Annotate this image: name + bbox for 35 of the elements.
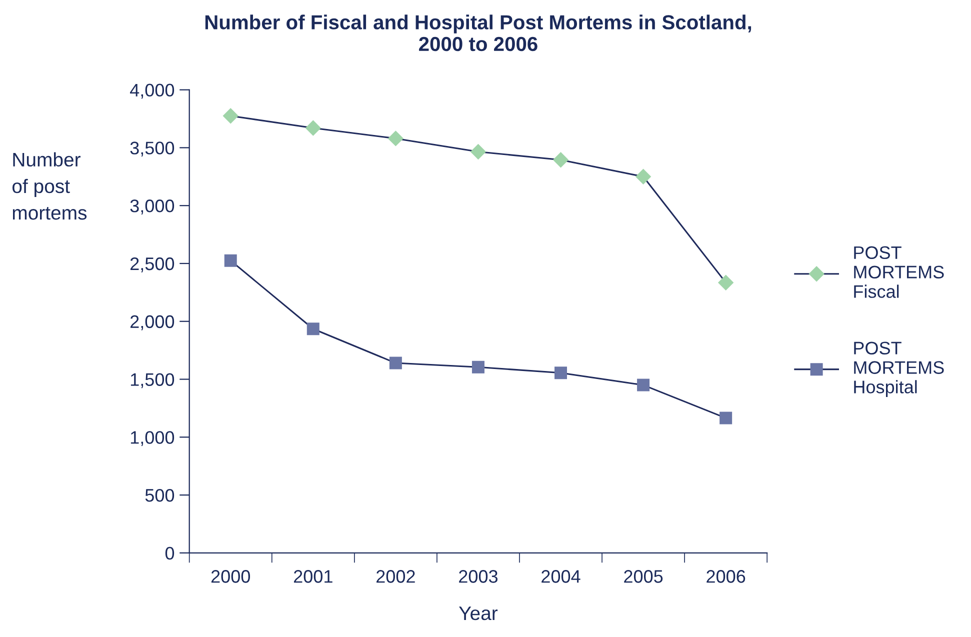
x-axis-title: Year <box>459 606 498 620</box>
point <box>306 322 320 336</box>
point <box>636 169 651 184</box>
point <box>223 108 238 124</box>
y-tick-label: 2,000 <box>130 315 174 330</box>
point <box>720 412 732 424</box>
point <box>472 360 484 374</box>
y-tick-label: 3,500 <box>130 142 174 157</box>
point <box>306 120 321 136</box>
y-tick-label: 1,500 <box>130 373 174 388</box>
point <box>389 356 402 370</box>
chart-title: Number of Fiscal and Hospital Post Mortems in Scotland, 2000 to 2006 <box>205 14 752 52</box>
x-tick-label: 2006 <box>706 570 746 583</box>
point <box>388 130 404 146</box>
y-tick-label: 500 <box>145 488 174 502</box>
y-tick-label: 3,000 <box>130 200 174 214</box>
point <box>470 144 486 160</box>
x-tick-label: 2002 <box>376 570 415 583</box>
legend-label: POST MORTEMS Hospital <box>854 342 944 397</box>
x-tick-label: 2000 <box>211 570 250 583</box>
x-tick-label: 2001 <box>294 570 332 583</box>
point <box>553 152 568 168</box>
legend-label: POST MORTEMS Fiscal <box>854 246 944 298</box>
y-tick-label: 1,000 <box>130 431 174 446</box>
x-tick-label: 2003 <box>459 570 498 583</box>
y-tick-label: 0 <box>165 546 174 560</box>
point <box>554 366 568 380</box>
point <box>224 254 237 267</box>
point <box>718 275 734 290</box>
y-tick-label: 2,500 <box>130 257 174 272</box>
x-tick-label: 2005 <box>624 570 663 583</box>
x-tick-label: 2004 <box>542 570 580 583</box>
y-axis-title: Number of post mortems <box>12 152 87 220</box>
y-tick-label: 4,000 <box>130 84 174 99</box>
point <box>637 378 650 392</box>
